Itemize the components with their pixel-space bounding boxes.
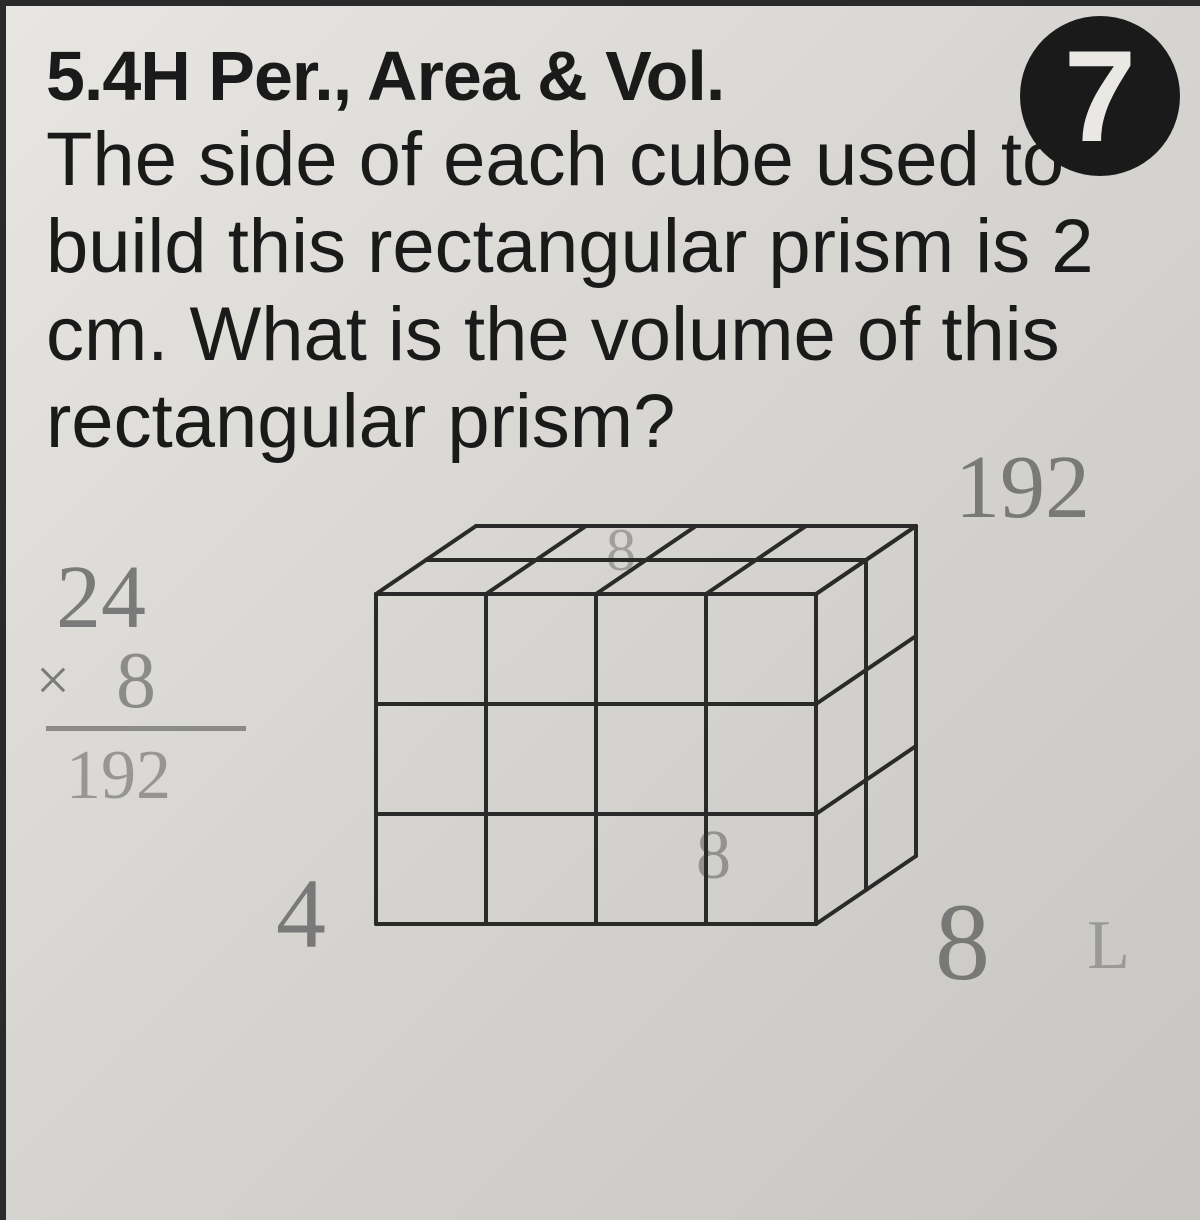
work-area: 192 24 × 8 192 4 8 8 8 L	[46, 476, 1170, 996]
handwritten-work: ×	[36, 646, 70, 715]
handwritten-scratch: L	[1087, 906, 1130, 986]
problem-number: 7	[1064, 21, 1136, 171]
handwritten-work: 192	[66, 736, 171, 816]
rectangular-prism-diagram	[366, 516, 1066, 1016]
question-text: The side of each cube used to build this…	[46, 116, 1170, 466]
standard-label: 5.4H Per., Area & Vol.	[46, 36, 724, 116]
worksheet-card: 5.4H Per., Area & Vol. 7 The side of eac…	[0, 0, 1200, 1220]
handwritten-work: 24	[56, 546, 146, 649]
handwritten-dimension: 4	[276, 856, 326, 971]
handwritten-work: 8	[116, 636, 156, 727]
handwritten-line	[46, 726, 246, 731]
